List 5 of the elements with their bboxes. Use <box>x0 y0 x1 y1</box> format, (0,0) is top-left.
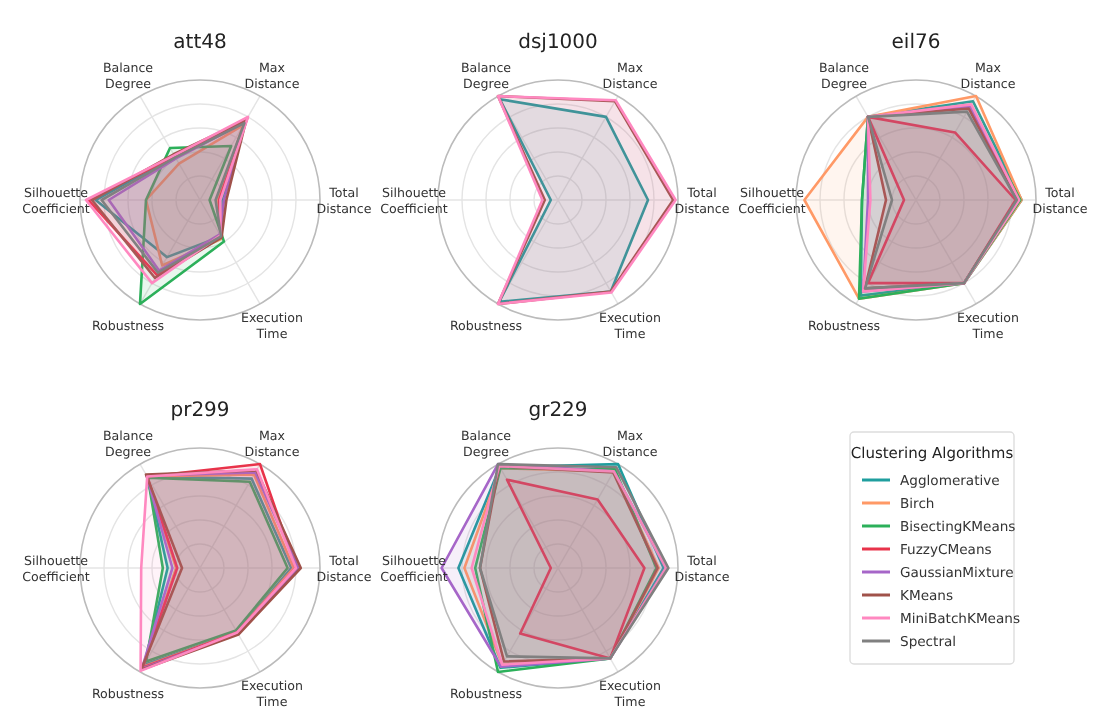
chart-title: att48 <box>173 32 227 54</box>
chart-title: pr299 <box>170 400 230 422</box>
chart-title: gr229 <box>528 400 588 422</box>
chart-title: dsj1000 <box>518 32 598 54</box>
chart-title: eil76 <box>891 32 941 54</box>
